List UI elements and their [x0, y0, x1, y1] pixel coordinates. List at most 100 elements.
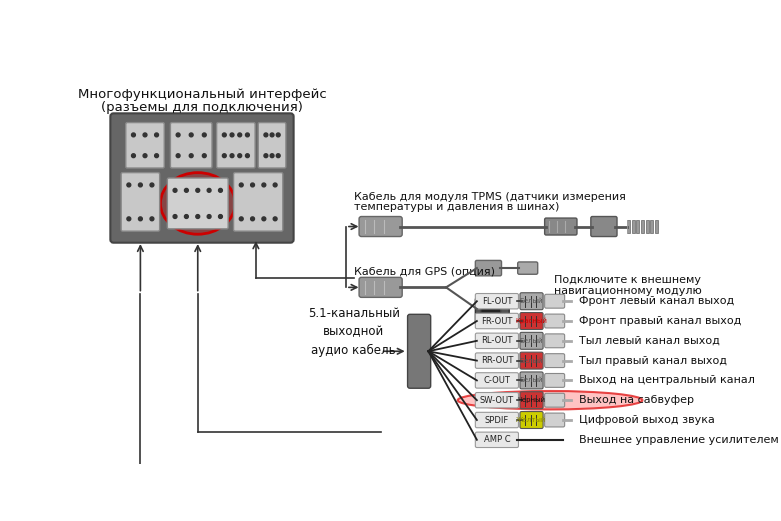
Circle shape	[127, 217, 130, 221]
FancyBboxPatch shape	[476, 298, 509, 324]
FancyBboxPatch shape	[170, 122, 212, 168]
FancyBboxPatch shape	[476, 333, 519, 349]
Circle shape	[202, 133, 206, 137]
FancyBboxPatch shape	[476, 412, 519, 428]
Text: Кабель для GPS (опция): Кабель для GPS (опция)	[354, 267, 494, 277]
FancyBboxPatch shape	[544, 354, 565, 367]
Circle shape	[207, 189, 211, 192]
Circle shape	[273, 217, 277, 221]
Text: Белый: Белый	[520, 377, 544, 383]
Bar	[646, 219, 648, 233]
FancyBboxPatch shape	[476, 293, 519, 309]
FancyBboxPatch shape	[520, 332, 543, 349]
Circle shape	[230, 154, 234, 158]
FancyBboxPatch shape	[520, 372, 543, 389]
FancyBboxPatch shape	[110, 114, 294, 243]
Circle shape	[202, 154, 206, 158]
Circle shape	[223, 154, 226, 158]
Bar	[654, 219, 658, 233]
FancyBboxPatch shape	[476, 373, 519, 388]
Text: Красный: Красный	[515, 318, 547, 324]
Circle shape	[207, 215, 211, 218]
Circle shape	[262, 183, 266, 187]
Bar	[637, 219, 640, 233]
Text: Желтый: Желтый	[516, 417, 547, 423]
Circle shape	[219, 215, 223, 218]
Circle shape	[264, 133, 268, 137]
Circle shape	[223, 133, 226, 137]
Circle shape	[177, 154, 180, 158]
Circle shape	[131, 133, 135, 137]
Text: (разъемы для подключения): (разъемы для подключения)	[101, 101, 303, 114]
Text: Выход на сабвуфер: Выход на сабвуфер	[579, 395, 694, 405]
FancyBboxPatch shape	[520, 313, 543, 329]
Text: RR-OUT: RR-OUT	[481, 356, 513, 365]
Circle shape	[184, 189, 188, 192]
Circle shape	[270, 133, 274, 137]
FancyBboxPatch shape	[408, 314, 430, 388]
Circle shape	[138, 183, 142, 187]
Text: Внешнее управление усилителем: Внешнее управление усилителем	[579, 435, 779, 445]
Text: Тыл правый канал выход: Тыл правый канал выход	[579, 356, 726, 366]
FancyBboxPatch shape	[544, 314, 565, 328]
Text: Тыл левый канал выход: Тыл левый канал выход	[579, 336, 719, 346]
FancyBboxPatch shape	[476, 392, 519, 408]
FancyBboxPatch shape	[476, 313, 519, 329]
Text: Белый: Белый	[520, 338, 544, 344]
Text: SPDIF: SPDIF	[485, 416, 509, 425]
Circle shape	[155, 154, 159, 158]
Circle shape	[143, 154, 147, 158]
Bar	[650, 219, 653, 233]
FancyBboxPatch shape	[520, 293, 543, 309]
Ellipse shape	[160, 172, 235, 234]
Text: FR-OUT: FR-OUT	[481, 317, 512, 326]
Text: Фронт левый канал выход: Фронт левый канал выход	[579, 296, 734, 306]
Circle shape	[189, 133, 193, 137]
Circle shape	[177, 133, 180, 137]
Circle shape	[155, 133, 159, 137]
Text: Белый: Белый	[520, 298, 544, 304]
Circle shape	[143, 133, 147, 137]
FancyBboxPatch shape	[520, 352, 543, 369]
Text: Многофункциональный интерфейс: Многофункциональный интерфейс	[77, 89, 326, 102]
Text: 5.1-канальный
выходной
аудио кабель: 5.1-канальный выходной аудио кабель	[308, 307, 400, 356]
FancyBboxPatch shape	[481, 302, 501, 313]
Circle shape	[251, 183, 255, 187]
Text: FL-OUT: FL-OUT	[482, 297, 512, 306]
Circle shape	[131, 154, 135, 158]
FancyBboxPatch shape	[476, 432, 519, 448]
Circle shape	[196, 215, 200, 218]
FancyBboxPatch shape	[520, 412, 543, 428]
FancyBboxPatch shape	[544, 334, 565, 348]
Bar	[632, 219, 635, 233]
Bar	[641, 219, 644, 233]
FancyBboxPatch shape	[234, 172, 283, 231]
FancyBboxPatch shape	[359, 217, 402, 237]
Text: Цифровой выход звука: Цифровой выход звука	[579, 415, 715, 425]
Circle shape	[150, 217, 154, 221]
Circle shape	[276, 154, 280, 158]
Text: Кабель для модуля TPMS (датчики измерения: Кабель для модуля TPMS (датчики измерени…	[354, 192, 626, 202]
Circle shape	[237, 133, 241, 137]
FancyBboxPatch shape	[591, 217, 617, 237]
Circle shape	[173, 215, 177, 218]
FancyBboxPatch shape	[544, 393, 565, 407]
Text: AMP C: AMP C	[483, 436, 510, 444]
FancyBboxPatch shape	[476, 260, 501, 276]
Text: Фронт правый канал выход: Фронт правый канал выход	[579, 316, 741, 326]
Text: C-OUT: C-OUT	[483, 376, 510, 385]
FancyBboxPatch shape	[476, 353, 519, 368]
FancyBboxPatch shape	[544, 218, 577, 235]
Circle shape	[230, 133, 234, 137]
Text: навигационному модулю: навигационному модулю	[554, 286, 701, 296]
Text: температуры и давления в шинах): температуры и давления в шинах)	[354, 202, 559, 212]
Circle shape	[270, 154, 274, 158]
FancyBboxPatch shape	[126, 122, 164, 168]
FancyBboxPatch shape	[259, 122, 286, 168]
Text: RL-OUT: RL-OUT	[481, 337, 512, 345]
Ellipse shape	[458, 391, 643, 410]
Circle shape	[184, 215, 188, 218]
Circle shape	[219, 189, 223, 192]
FancyBboxPatch shape	[518, 262, 537, 274]
Circle shape	[262, 217, 266, 221]
